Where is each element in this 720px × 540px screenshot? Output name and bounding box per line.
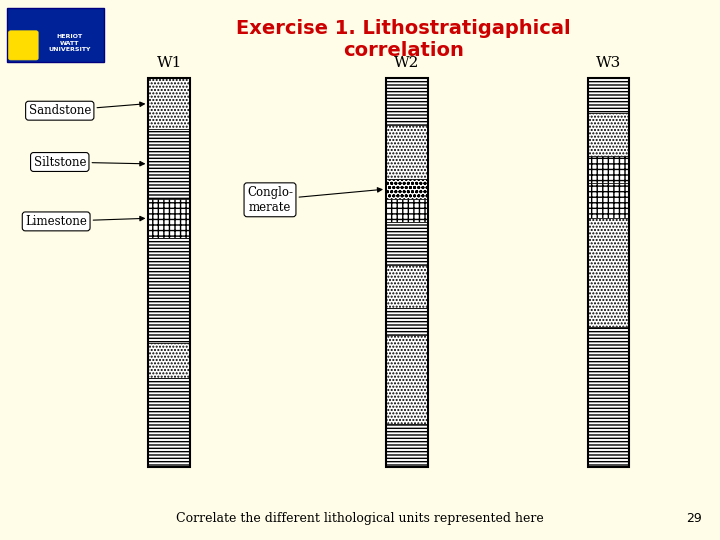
Bar [386,222,428,265]
Text: W3: W3 [595,56,621,70]
FancyBboxPatch shape [9,31,38,60]
Bar [148,377,190,467]
Text: W2: W2 [394,56,420,70]
Bar [386,265,428,308]
Text: W1: W1 [156,56,182,70]
FancyBboxPatch shape [7,8,104,62]
Bar [588,327,629,467]
Bar [386,308,428,335]
Text: 29: 29 [686,512,702,525]
Bar [148,238,190,343]
Bar [588,218,629,327]
Bar [386,199,428,222]
Text: Siltstone: Siltstone [34,156,144,168]
Bar [588,156,629,183]
Text: Correlate the different lithological units represented here: Correlate the different lithological uni… [176,512,544,525]
Bar [148,343,190,377]
Text: Sandstone: Sandstone [29,102,144,117]
Text: correlation: correlation [343,40,464,59]
Bar [148,199,190,238]
Bar [386,78,428,125]
Bar [148,129,190,199]
Text: Limestone: Limestone [25,215,144,228]
Text: Exercise 1. Lithostratigaphical: Exercise 1. Lithostratigaphical [236,19,570,38]
Bar [386,78,428,467]
Bar [148,78,190,129]
Bar [386,125,428,179]
Bar [386,335,428,424]
Bar [588,78,629,113]
Bar [588,78,629,467]
Bar [386,424,428,467]
Bar [588,183,629,218]
Text: Conglo-
merate: Conglo- merate [247,186,382,214]
Bar [588,113,629,156]
Bar [148,78,190,467]
Bar [386,179,428,199]
Text: HERIOT
WATT
UNIVERSITY: HERIOT WATT UNIVERSITY [48,34,91,52]
